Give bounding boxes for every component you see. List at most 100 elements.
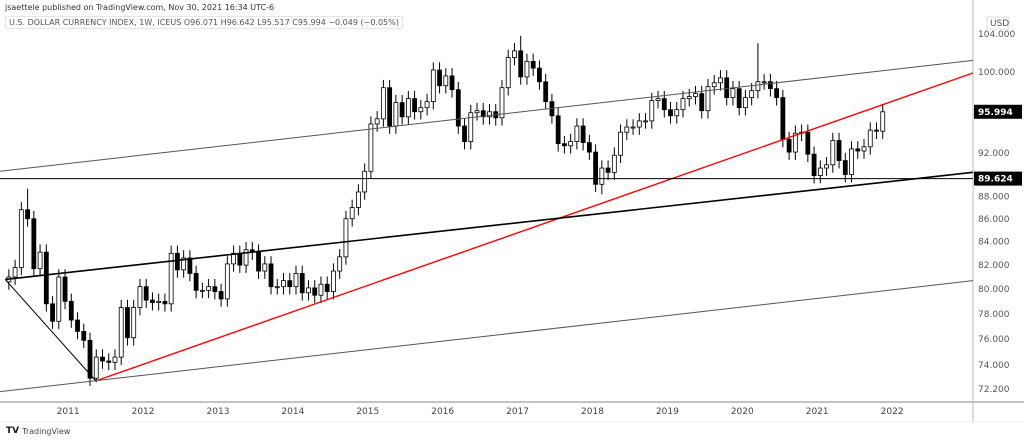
candle-body bbox=[537, 67, 542, 83]
candle bbox=[668, 101, 673, 124]
candle bbox=[287, 272, 293, 295]
candle-body bbox=[480, 110, 486, 118]
candle bbox=[568, 133, 574, 154]
candle bbox=[749, 82, 755, 106]
candle-body bbox=[331, 270, 336, 292]
candle bbox=[206, 278, 212, 299]
candle-body bbox=[780, 97, 786, 140]
candle-body bbox=[206, 286, 212, 291]
candle bbox=[480, 102, 486, 125]
candle-body bbox=[312, 287, 318, 296]
candle-body bbox=[618, 131, 623, 156]
candle bbox=[462, 118, 467, 150]
footer: TV TradingView bbox=[6, 426, 70, 436]
candle-body bbox=[262, 263, 268, 272]
candle bbox=[849, 141, 854, 183]
candle bbox=[174, 245, 180, 278]
candle bbox=[730, 80, 736, 106]
candle-body bbox=[874, 129, 879, 132]
candle bbox=[855, 141, 861, 159]
candle-body bbox=[368, 123, 374, 172]
candle bbox=[842, 152, 848, 183]
candle-body bbox=[580, 125, 586, 144]
candle-body bbox=[867, 129, 873, 148]
candle-body bbox=[605, 167, 611, 173]
candle-body bbox=[100, 356, 105, 362]
candle bbox=[331, 263, 336, 300]
candle bbox=[518, 35, 524, 85]
candle bbox=[93, 349, 99, 383]
candle-body bbox=[824, 164, 829, 169]
candle bbox=[281, 272, 286, 295]
candle-body bbox=[699, 93, 705, 112]
candle-body bbox=[399, 102, 405, 118]
candle-body bbox=[18, 209, 24, 268]
y-tick-label: 84.000 bbox=[978, 238, 1010, 248]
price-chart[interactable]: 104.000 100.000 92.000 88.000 86.000 84.000 82… bbox=[0, 0, 1024, 426]
x-tick-label: 2015 bbox=[356, 407, 379, 417]
candle-body bbox=[774, 88, 780, 99]
candle-body bbox=[661, 98, 667, 111]
candle-body bbox=[792, 132, 798, 153]
candle-body bbox=[343, 218, 349, 258]
candle bbox=[150, 292, 155, 311]
candle-body bbox=[518, 50, 524, 78]
candle-body bbox=[12, 267, 18, 278]
candle bbox=[861, 139, 867, 159]
candle bbox=[68, 293, 74, 328]
candle-body bbox=[736, 88, 742, 109]
candle-body bbox=[543, 81, 549, 103]
candle-body bbox=[162, 300, 168, 305]
candle-body bbox=[393, 102, 399, 127]
x-tick-label: 2017 bbox=[506, 407, 529, 417]
plot-area bbox=[0, 0, 973, 402]
candle-body bbox=[437, 69, 442, 87]
candle bbox=[774, 80, 780, 106]
publisher-line: jsaettele published on TradingView.com, … bbox=[5, 3, 275, 12]
candle bbox=[743, 89, 748, 116]
candle-body bbox=[805, 131, 811, 155]
candle-body bbox=[705, 86, 711, 112]
candle-body bbox=[274, 286, 280, 289]
candle bbox=[143, 278, 149, 308]
candle-body bbox=[187, 257, 193, 274]
candle bbox=[705, 78, 711, 119]
y-tick-label: 78.000 bbox=[978, 310, 1010, 320]
candle bbox=[262, 256, 268, 279]
candle bbox=[181, 250, 187, 278]
y-tick-label: 80.000 bbox=[978, 285, 1010, 295]
candle-body bbox=[786, 139, 792, 153]
candle-body bbox=[106, 360, 112, 363]
candle bbox=[87, 332, 93, 387]
candle-body bbox=[767, 81, 773, 90]
candle-body bbox=[281, 280, 286, 288]
candle bbox=[112, 349, 118, 371]
candle bbox=[655, 90, 661, 109]
candle-body bbox=[855, 148, 861, 152]
candle-body bbox=[356, 191, 361, 208]
candle bbox=[599, 160, 605, 195]
candle-body bbox=[755, 81, 761, 92]
candle-body bbox=[711, 82, 717, 88]
candle-body bbox=[449, 75, 455, 91]
candle bbox=[437, 62, 442, 94]
candle bbox=[312, 280, 318, 304]
candle bbox=[830, 132, 836, 173]
candle bbox=[31, 210, 37, 277]
candle-body bbox=[318, 283, 324, 296]
candle-body bbox=[112, 356, 118, 363]
candle-body bbox=[143, 286, 149, 301]
candle-body bbox=[636, 120, 642, 128]
candle bbox=[199, 282, 205, 299]
brand-name[interactable]: TradingView bbox=[22, 426, 71, 436]
candle-body bbox=[212, 286, 218, 292]
candle-body bbox=[505, 57, 511, 89]
y-tick-label: 100.000 bbox=[978, 68, 1015, 78]
price-label: 95.994 bbox=[978, 108, 1013, 118]
y-tick-label: 86.000 bbox=[978, 215, 1010, 225]
y-tick-label: 104.000 bbox=[978, 30, 1015, 40]
candle bbox=[162, 293, 168, 312]
candle bbox=[356, 184, 361, 216]
candle bbox=[274, 278, 280, 295]
candle-body bbox=[237, 252, 243, 266]
